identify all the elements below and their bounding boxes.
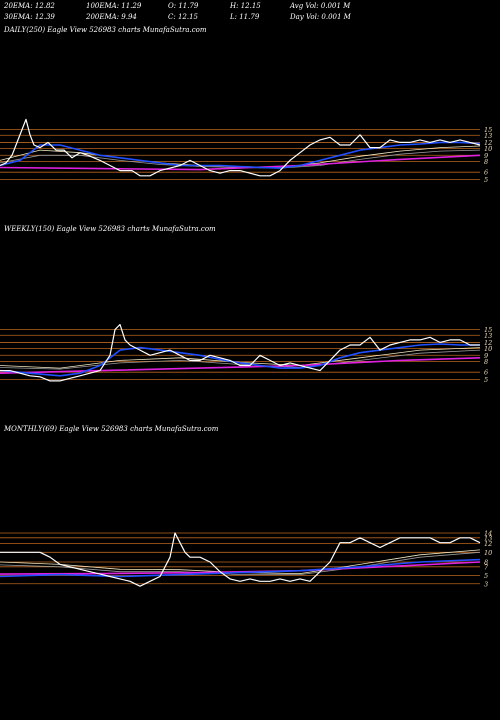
daily-level-label: 5 (484, 176, 488, 184)
high-stat: H: 12.15 (230, 2, 261, 10)
daily-level-label: 15 (484, 126, 492, 134)
daily-chart-caption: DAILY(250) Eagle View 526983 charts Muna… (4, 26, 207, 34)
weekly-ema-magenta-line (0, 357, 481, 374)
daily-level-label: 8 (484, 158, 488, 166)
monthly-level-label: 7 (484, 563, 489, 571)
open-stat: O: 11.79 (168, 2, 199, 10)
monthly-level-label: 12 (484, 540, 492, 548)
monthly-level-label: 10 (484, 549, 492, 557)
ema30-stat: 30EMA: 12.39 (4, 13, 55, 21)
weekly-ema-blue-line (0, 343, 480, 377)
monthly-ema-blue-line (0, 558, 481, 578)
low-stat: L: 11.79 (230, 13, 260, 21)
daily-ema-blue-line (0, 141, 481, 169)
weekly-level-label: 10 (484, 345, 492, 353)
weekly-level-label: 12 (484, 339, 492, 347)
daily-price-line (0, 118, 481, 177)
daily-level-label: 10 (484, 145, 492, 153)
daily-level-label: 6 (484, 169, 488, 177)
weekly-ema-gray-line (0, 349, 481, 370)
weekly-level-label: 5 (484, 376, 488, 384)
avg-vol-stat: Avg Vol: 0.001 M (290, 2, 351, 10)
ema100-stat: 100EMA: 11.29 (86, 2, 142, 10)
day-vol-stat: Day Vol: 0.001 M (290, 13, 351, 21)
monthly-level-label: 14 (484, 530, 492, 538)
stats-row-1: 20EMA: 12.82 100EMA: 11.29 O: 11.79 H: 1… (4, 1, 496, 12)
monthly-price-line (0, 532, 481, 587)
weekly-level-label: 8 (484, 358, 488, 366)
monthly-level-label: 3 (484, 580, 488, 588)
stats-header: 20EMA: 12.82 100EMA: 11.29 O: 11.79 H: 1… (4, 1, 496, 23)
daily-ema-cream-line (0, 145, 481, 168)
weekly-chart-caption: WEEKLY(150) Eagle View 526983 charts Mun… (4, 225, 216, 233)
monthly-level-label: 13 (484, 534, 492, 542)
monthly-ema-gray-line (0, 551, 481, 575)
close-stat: C: 12.15 (168, 13, 198, 21)
weekly-level-label: 13 (484, 332, 492, 340)
daily-level-label: 13 (484, 132, 492, 140)
monthly-chart-caption: MONTHLY(69) Eagle View 526983 charts Mun… (4, 425, 219, 433)
weekly-level-label: 9 (484, 352, 488, 360)
weekly-level-label: 6 (484, 369, 488, 377)
weekly-price-line (0, 323, 480, 382)
monthly-level-label: 5 (484, 572, 488, 580)
ema20-stat: 20EMA: 12.82 (4, 2, 55, 10)
daily-level-label: 12 (484, 139, 492, 147)
monthly-level-label: 8 (484, 559, 488, 567)
weekly-level-label: 15 (484, 326, 492, 334)
stats-row-2: 30EMA: 12.39 200EMA: 9.94 C: 12.15 L: 11… (4, 12, 496, 23)
ema200-stat: 200EMA: 9.94 (86, 13, 137, 21)
daily-level-label: 9 (484, 152, 488, 160)
